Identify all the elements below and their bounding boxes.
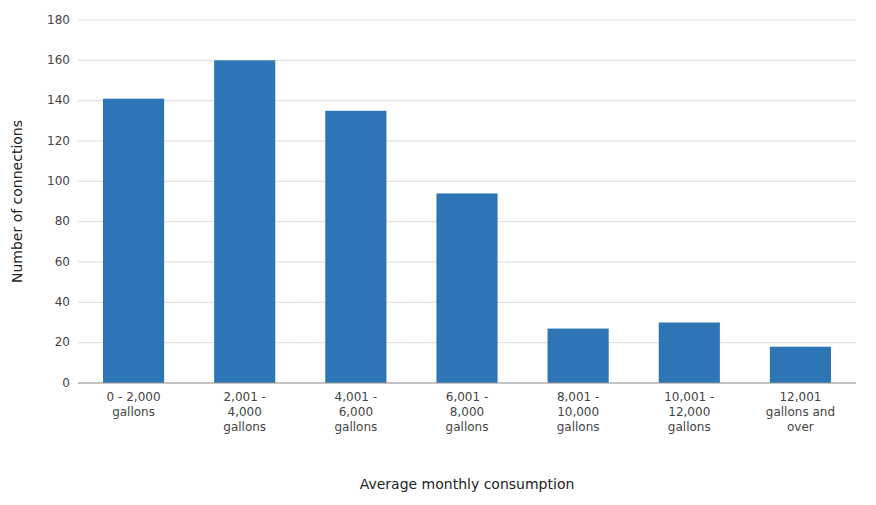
y-tick-labels: 0 20 40 60 80 100 120 140 160 180 [47, 13, 70, 390]
x-tick-label: 2,001 -4,000gallons [223, 390, 266, 434]
bar [103, 99, 164, 383]
bar [548, 329, 609, 383]
x-tick-label: 4,001 -6,000gallons [334, 390, 377, 434]
bar [436, 193, 497, 383]
x-tick-labels: 0 - 2,000gallons 2,001 -4,000gallons 4,001… [107, 390, 835, 434]
y-tick-label: 180 [47, 13, 70, 27]
y-axis-title: Number of connections [9, 120, 25, 283]
bar [770, 347, 831, 383]
y-tick-label: 0 [62, 376, 70, 390]
bar [214, 60, 275, 383]
grid-line [78, 383, 856, 384]
y-tick-label: 120 [47, 134, 70, 148]
bar [325, 111, 386, 383]
y-tick-label: 160 [47, 53, 70, 67]
x-tick-label: 0 - 2,000gallons [107, 390, 161, 419]
y-tick-label: 60 [55, 255, 70, 269]
x-tick-label: 8,001 -10,000gallons [557, 390, 600, 434]
grid-line [78, 60, 856, 61]
grid-line [78, 141, 856, 142]
grid-line [78, 20, 856, 21]
x-tick-label: 10,001 -12,000gallons [664, 390, 714, 434]
chart-svg: 0 20 40 60 80 100 120 140 160 180 0 - 2,000gallons… [0, 0, 876, 505]
y-tick-label: 100 [47, 174, 70, 188]
bar [659, 323, 720, 384]
y-tick-label: 20 [55, 335, 70, 349]
y-tick-label: 140 [47, 93, 70, 107]
chart-container: 0 20 40 60 80 100 120 140 160 180 0 - 2,000gallons… [0, 0, 876, 505]
x-tick-label: 12,001gallons andover [766, 390, 835, 434]
x-tick-label: 6,001 -8,000gallons [446, 390, 489, 434]
bars [103, 60, 831, 383]
y-grid [78, 20, 856, 383]
y-tick-label: 40 [55, 295, 70, 309]
x-axis-line [78, 383, 856, 384]
y-tick-label: 80 [55, 214, 70, 228]
grid-line [78, 100, 856, 101]
x-axis-title: Average monthly consumption [360, 476, 575, 492]
grid-line [78, 181, 856, 182]
